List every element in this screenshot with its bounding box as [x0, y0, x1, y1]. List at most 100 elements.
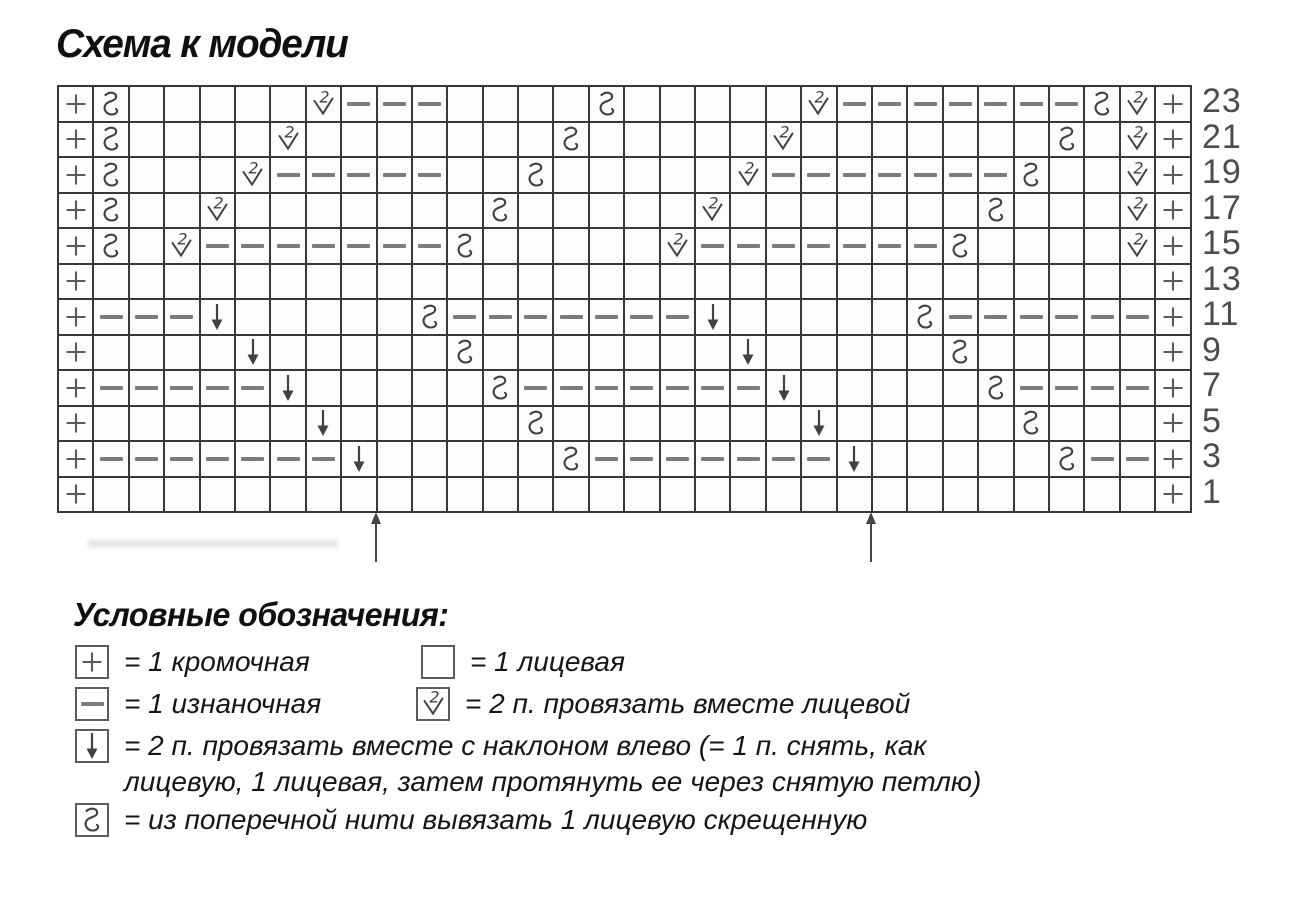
purl-dash-icon [665, 315, 689, 319]
chart-cell [483, 122, 520, 158]
chart-cell [660, 158, 697, 194]
chart-cell [483, 300, 520, 336]
purl-dash-icon [1125, 315, 1149, 319]
chart-cell [1014, 122, 1050, 158]
chart-cell [943, 300, 980, 336]
m1-twisted-loop-icon [1023, 411, 1039, 435]
page-title: Схема к модели [56, 22, 349, 66]
chart-cell [306, 335, 343, 371]
svg-text:2: 2 [1133, 231, 1143, 249]
k2tog-icon: 2 [423, 689, 443, 716]
m1-twisted-loop-icon [599, 91, 614, 116]
chart-cell [625, 193, 661, 229]
chart-cell [660, 122, 697, 158]
chart-cell [731, 229, 767, 265]
chart-cell [872, 335, 909, 371]
chart-cell [979, 229, 1015, 265]
chart-cell [1049, 335, 1086, 371]
purl-dash-icon [134, 315, 158, 319]
chart-cell [837, 158, 873, 194]
chart-cell [589, 193, 626, 229]
purl-dash-icon [311, 457, 335, 461]
chart-cell [1049, 122, 1086, 158]
k2tog-icon: 2 [738, 160, 759, 187]
chart-cell [342, 264, 378, 300]
chart-cell [872, 158, 909, 194]
chart-cell [554, 229, 590, 265]
chart-cell [696, 442, 732, 478]
chart-cell: 2 [1120, 193, 1157, 229]
edge-stitch-plus-icon [1163, 271, 1183, 291]
chart-cell [412, 371, 449, 407]
m1-twisted-loop-icon [917, 304, 933, 329]
chart-cell [696, 158, 732, 194]
chart-cell [129, 406, 166, 442]
repeat-marker-arrow [370, 512, 382, 562]
purl-dash-icon [1055, 386, 1079, 390]
chart-cell [412, 87, 449, 123]
chart-cell [660, 477, 697, 513]
chart-cell [554, 122, 590, 158]
chart-cell [589, 477, 626, 513]
row-number: 23 [1202, 82, 1242, 121]
chart-cell [483, 335, 520, 371]
m1-twisted-loop-icon [953, 233, 968, 258]
chart-cell [483, 477, 520, 513]
chart-cell [59, 335, 95, 371]
chart-cell [766, 264, 803, 300]
chart-cell [1156, 122, 1192, 158]
chart-cell [908, 406, 944, 442]
chart-cell [165, 477, 201, 513]
edge-stitch-plus-icon [82, 652, 102, 672]
svg-text:2: 2 [1133, 89, 1143, 107]
m1-twisted-loop-icon [1059, 127, 1074, 151]
chart-cell [519, 335, 555, 371]
chart-cell [908, 229, 944, 265]
chart-cell [802, 300, 838, 336]
chart-cell [979, 158, 1015, 194]
chart-cell [731, 122, 767, 158]
chart-cell [342, 442, 378, 478]
legend-symbol-box [75, 645, 109, 679]
row-number: 11 [1202, 295, 1240, 334]
purl-dash-icon [524, 315, 548, 319]
chart-cell [306, 158, 343, 194]
chart-cell [837, 442, 873, 478]
svg-text:2: 2 [1133, 124, 1143, 142]
chart-cell [165, 406, 201, 442]
chart-cell [235, 300, 272, 336]
edge-stitch-plus-icon [1163, 129, 1183, 149]
purl-dash-icon [913, 173, 937, 177]
chart-cell [200, 87, 236, 123]
purl-dash-icon [595, 386, 619, 390]
ssk-arrow-icon [282, 374, 294, 401]
chart-cell [979, 335, 1015, 371]
arrow-stem [374, 524, 377, 562]
chart-cell [448, 300, 484, 336]
chart-cell [554, 264, 590, 300]
chart-cell [129, 122, 166, 158]
chart-cell [802, 477, 838, 513]
chart-cell [448, 335, 484, 371]
chart-cell [1085, 371, 1121, 407]
row-number: 13 [1202, 259, 1242, 298]
edge-stitch-plus-icon [1163, 413, 1183, 433]
chart-cell [200, 335, 236, 371]
row-number: 3 [1202, 437, 1222, 476]
arrow-up-head [370, 512, 381, 524]
chart-cell [660, 442, 697, 478]
chart-cell [908, 300, 944, 336]
m1-twisted-loop-icon [1094, 91, 1110, 116]
chart-cell [448, 477, 484, 513]
chart-cell [872, 406, 909, 442]
chart-cell [1085, 300, 1121, 336]
chart-cell [519, 477, 555, 513]
chart-cell [94, 122, 130, 158]
m1-twisted-loop-icon [1059, 446, 1074, 471]
chart-cell [1156, 335, 1192, 371]
chart-cell [872, 477, 909, 513]
chart-cell [625, 335, 661, 371]
chart-cell [1085, 442, 1121, 478]
chart-cell [412, 229, 449, 265]
chart-cell [908, 442, 944, 478]
